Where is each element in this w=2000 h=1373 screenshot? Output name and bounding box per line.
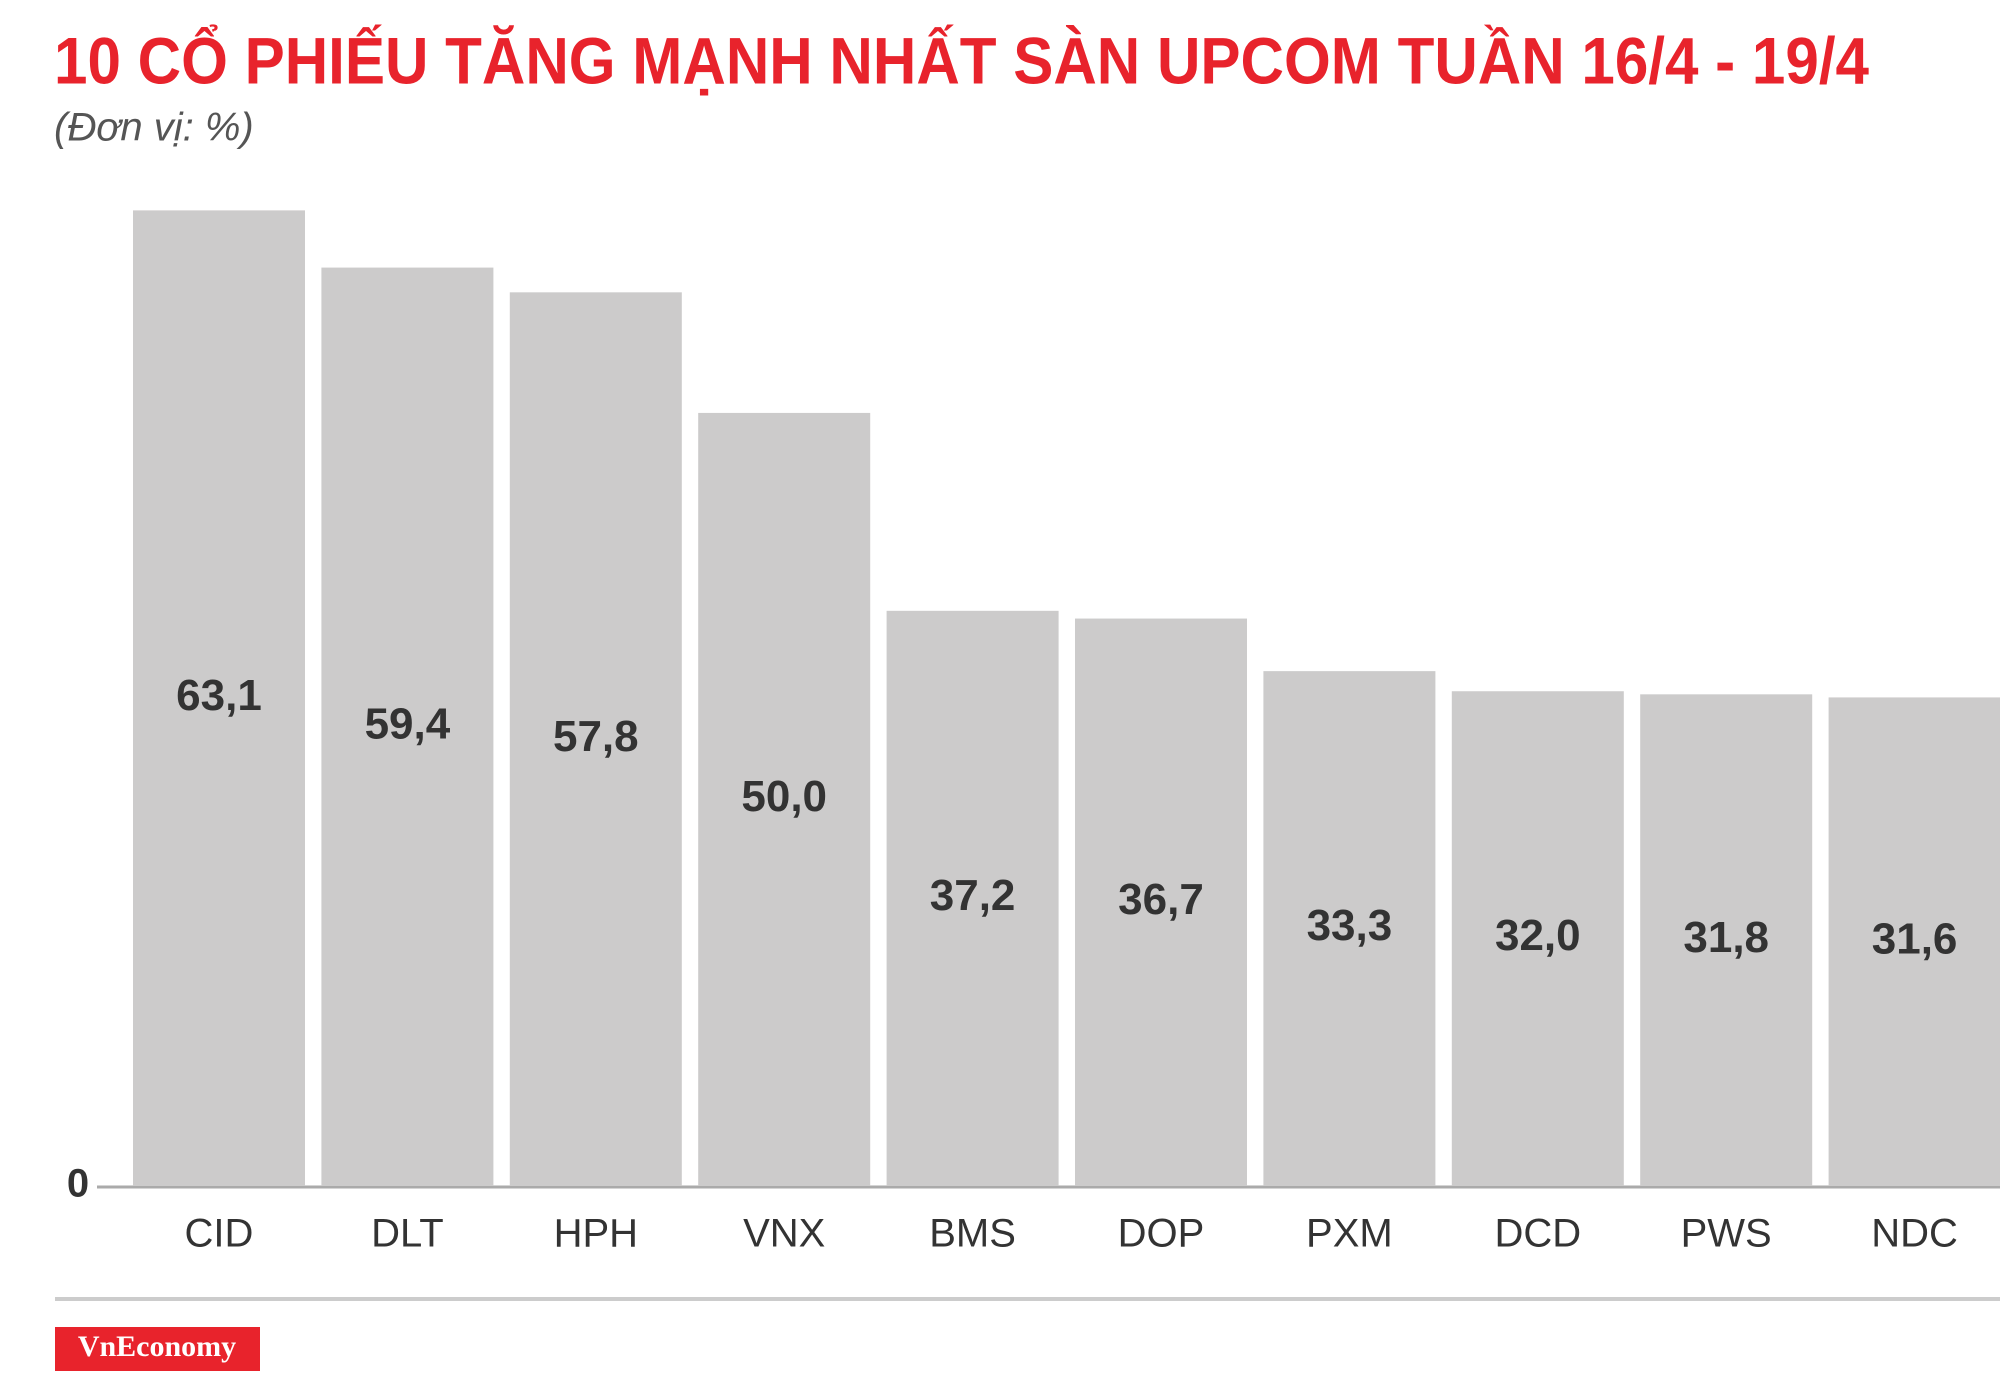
value-label: 50,0 [741,772,827,821]
value-label: 63,1 [176,671,262,720]
x-tick-label: HPH [554,1212,638,1256]
bar [509,292,682,1186]
chart-title: 10 CỔ PHIẾU TĂNG MẠNH NHẤT SÀN UPCOM TUẦ… [54,23,1869,97]
value-label: 57,8 [553,712,639,761]
bar [321,267,494,1187]
x-tick-label: DLT [371,1212,444,1256]
bar [1263,671,1436,1186]
bar [1640,694,1813,1186]
bar [698,412,871,1186]
value-label: 59,4 [365,699,451,748]
x-tick-label: BMS [929,1212,1016,1256]
brand-box [55,1327,260,1371]
y-tick-label: 0 [67,1162,89,1206]
value-label: 32,0 [1495,911,1581,960]
x-tick-label: CID [185,1212,254,1256]
bar [1828,697,2000,1186]
value-label: 36,7 [1118,875,1204,924]
x-tick-label: DOP [1118,1212,1205,1256]
bar [1451,691,1624,1186]
value-label: 37,2 [930,871,1016,920]
bar [133,210,305,1186]
bar [886,610,1059,1186]
value-label: 31,8 [1683,913,1769,962]
brand: VnEconomy [78,1330,236,1363]
chart-subtitle: (Đơn vị: %) [54,106,254,150]
bar [1075,618,1247,1186]
x-tick-label: VNX [743,1212,825,1256]
value-label: 31,6 [1872,914,1958,963]
x-tick-label: PXM [1306,1212,1393,1256]
value-label: 33,3 [1307,901,1393,950]
x-tick-label: DCD [1494,1212,1581,1256]
x-tick-label: NDC [1871,1212,1958,1256]
x-tick-label: PWS [1681,1212,1772,1256]
